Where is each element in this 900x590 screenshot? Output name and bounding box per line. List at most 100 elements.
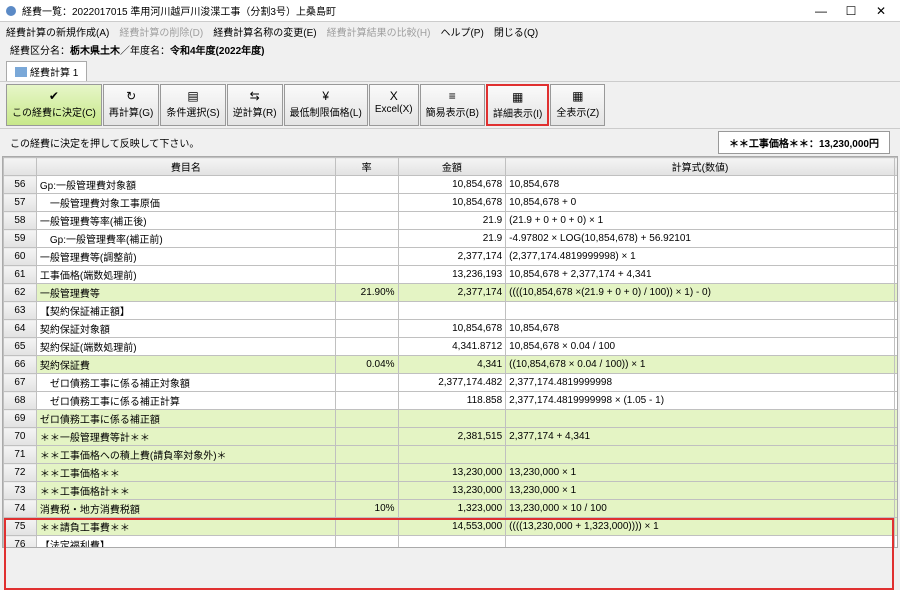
cell-formula2[interactable]: 工事原価 + 一般管理費等(調整前) + 契約保証対 xyxy=(894,266,898,284)
cell-amount[interactable]: 10,854,678 xyxy=(398,320,506,338)
cell-amount[interactable]: 2,377,174 xyxy=(398,284,506,302)
cell-name[interactable]: Gp:一般管理費率(補正前) xyxy=(36,230,335,248)
cell-formula1[interactable]: 10,854,678 + 0 xyxy=(506,194,895,212)
cell-amount[interactable]: 4,341 xyxy=(398,356,506,374)
cell-formula2[interactable]: (一般管理費等(端数処理前)) × 一般金額補正比 xyxy=(894,248,898,266)
cell-formula2[interactable]: Gp:一般管理費等対象額 xyxy=(894,320,898,338)
menu-new[interactable]: 経費計算の新規作成(A) xyxy=(6,24,109,39)
col-rate[interactable]: 率 xyxy=(335,158,398,176)
table-row[interactable]: 73＊＊工事価格計＊＊13,230,00013,230,000 × 1＊＊工事価… xyxy=(4,482,899,500)
cell-formula1[interactable] xyxy=(506,536,895,549)
cell-amount[interactable]: 21.9 xyxy=(398,212,506,230)
cell-formula2[interactable] xyxy=(894,536,898,549)
cell-name[interactable]: Gp:一般管理費対象額 xyxy=(36,176,335,194)
cell-amount[interactable]: 10,854,678 xyxy=(398,194,506,212)
table-row[interactable]: 65契約保証(端数処理前)4,341.871210,854,678 × 0.04… xyxy=(4,338,899,356)
cell-amount[interactable]: 118.858 xyxy=(398,392,506,410)
all-view-button[interactable]: ▦全表示(Z) xyxy=(550,84,605,126)
cell-amount[interactable]: 2,381,515 xyxy=(398,428,506,446)
table-row[interactable]: 69ゼロ債務工事に係る補正額1円丸め 切り捨て xyxy=(4,410,899,428)
cell-formula1[interactable]: 13,230,000 × 1 xyxy=(506,482,895,500)
menu-help[interactable]: ヘルプ(P) xyxy=(440,24,483,39)
cell-rate[interactable] xyxy=(335,410,398,428)
cell-rate[interactable] xyxy=(335,428,398,446)
cell-name[interactable]: 一般管理費対象工事原価 xyxy=(36,194,335,212)
cell-rate[interactable] xyxy=(335,266,398,284)
cell-formula2[interactable]: ((((Gp:一般管理費等対象額 × (Gp:一般管理費 xyxy=(894,284,898,302)
table-row[interactable]: 59 Gp:一般管理費率(補正前)21.9-4.97802 × LOG(10,8… xyxy=(4,230,899,248)
cell-rate[interactable]: 21.90% xyxy=(335,284,398,302)
cell-amount[interactable]: 2,377,174 xyxy=(398,248,506,266)
minprice-button[interactable]: ¥最低制限価格(L) xyxy=(284,84,368,126)
cell-formula1[interactable]: (21.9 + 0 + 0 + 0) × 1 xyxy=(506,212,895,230)
cell-amount[interactable] xyxy=(398,302,506,320)
menu-close[interactable]: 閉じる(Q) xyxy=(494,24,538,39)
detail-view-button[interactable]: ▦詳細表示(I) xyxy=(486,84,549,126)
cell-formula1[interactable]: ((10,854,678 × 0.04 / 100)) × 1 xyxy=(506,356,895,374)
cell-name[interactable]: ＊＊請負工事費＊＊ xyxy=(36,518,335,536)
col-amount[interactable]: 金額 xyxy=(398,158,506,176)
cell-formula2[interactable]: (Gp:一般管理費等率(補正前) + 前払金補正一般加 xyxy=(894,212,898,230)
cell-name[interactable]: ゼロ債務工事に係る補正額 xyxy=(36,410,335,428)
cell-formula1[interactable]: 2,377,174 + 4,341 xyxy=(506,428,895,446)
col-rownum[interactable] xyxy=(4,158,37,176)
cell-rate[interactable] xyxy=(335,230,398,248)
cell-formula1[interactable]: -4.97802 × LOG(10,854,678) + 56.92101 xyxy=(506,230,895,248)
table-row[interactable]: 74消費税・地方消費税額10%1,323,00013,230,000 × 10 … xyxy=(4,500,899,518)
cell-rate[interactable]: 10% xyxy=(335,500,398,518)
cell-formula1[interactable]: 10,854,678 × 0.04 / 100 xyxy=(506,338,895,356)
cell-rate[interactable] xyxy=(335,176,398,194)
table-row[interactable]: 72＊＊工事価格＊＊13,230,00013,230,000 × 1【丸め：１０… xyxy=(4,464,899,482)
cell-amount[interactable]: 10,854,678 xyxy=(398,176,506,194)
cell-formula2[interactable] xyxy=(894,446,898,464)
table-row[interactable]: 63【契約保証補正額】 xyxy=(4,302,899,320)
cell-formula1[interactable]: 13,230,000 × 1 xyxy=(506,464,895,482)
cell-formula2[interactable] xyxy=(894,302,898,320)
cell-rate[interactable] xyxy=(335,338,398,356)
cell-formula1[interactable]: 10,854,678 xyxy=(506,320,895,338)
table-row[interactable]: 70＊＊一般管理費等計＊＊2,381,5152,377,174 + 4,341一… xyxy=(4,428,899,446)
menu-delete[interactable]: 経費計算の削除(D) xyxy=(119,24,203,39)
table-row[interactable]: 67 ゼロ債務工事に係る補正対象額2,377,174.4822,377,174.… xyxy=(4,374,899,392)
cell-name[interactable]: 契約保証費 xyxy=(36,356,335,374)
table-row[interactable]: 61工事価格(端数処理前)13,236,19310,854,678 + 2,37… xyxy=(4,266,899,284)
menu-rename[interactable]: 経費計算名称の変更(E) xyxy=(213,24,316,39)
table-row[interactable]: 58一般管理費等率(補正後)21.9(21.9 + 0 + 0 + 0) × 1… xyxy=(4,212,899,230)
recalc-button[interactable]: ↻再計算(G) xyxy=(103,84,159,126)
cell-name[interactable]: 契約保証(端数処理前) xyxy=(36,338,335,356)
table-row[interactable]: 57 一般管理費対象工事原価10,854,67810,854,678 + 0工事… xyxy=(4,194,899,212)
cell-amount[interactable] xyxy=(398,536,506,549)
col-formula2[interactable]: 計算式(費目名) xyxy=(894,158,898,176)
cell-formula1[interactable]: ((((10,854,678 ×(21.9 + 0 + 0) / 100)) ×… xyxy=(506,284,895,302)
cell-amount[interactable]: 13,230,000 xyxy=(398,482,506,500)
cell-formula1[interactable]: 10,854,678 xyxy=(506,176,895,194)
cell-formula1[interactable] xyxy=(506,446,895,464)
condition-button[interactable]: ▤条件選択(S) xyxy=(160,84,225,126)
cell-amount[interactable]: 4,341.8712 xyxy=(398,338,506,356)
cell-formula2[interactable] xyxy=(894,410,898,428)
maximize-button[interactable]: ☐ xyxy=(836,1,866,21)
cell-rate[interactable] xyxy=(335,518,398,536)
cell-name[interactable]: 一般管理費等(調整前) xyxy=(36,248,335,266)
cell-formula2[interactable]: 一般管理費対象工事原価 xyxy=(894,176,898,194)
cell-name[interactable]: ＊＊工事価格計＊＊ xyxy=(36,482,335,500)
cell-amount[interactable]: 2,377,174.482 xyxy=(398,374,506,392)
cell-formula2[interactable]: ((契約保証対象額 ×契約保証率:計算 / 100)) xyxy=(894,356,898,374)
simple-view-button[interactable]: ≡簡易表示(B) xyxy=(420,84,485,126)
cell-name[interactable]: 【契約保証補正額】 xyxy=(36,302,335,320)
cell-name[interactable]: 工事価格(端数処理前) xyxy=(36,266,335,284)
cell-name[interactable]: 一般管理費等 xyxy=(36,284,335,302)
cell-rate[interactable] xyxy=(335,392,398,410)
table-row[interactable]: 76【法定福利費】 xyxy=(4,536,899,549)
data-grid[interactable]: 費目名 率 金額 計算式(数値) 計算式(費目名) 丸め 56Gp:一般管理費対… xyxy=(2,156,898,548)
cell-rate[interactable] xyxy=(335,302,398,320)
cell-formula2[interactable]: 工事原価 + 対象額 支給品 xyxy=(894,194,898,212)
cell-name[interactable]: ＊＊一般管理費等計＊＊ xyxy=(36,428,335,446)
cell-amount[interactable]: 14,553,000 xyxy=(398,518,506,536)
table-row[interactable]: 64契約保証対象額10,854,67810,854,678Gp:一般管理費等対象… xyxy=(4,320,899,338)
cell-formula1[interactable]: (2,377,174.4819999998) × 1 xyxy=(506,248,895,266)
cell-amount[interactable] xyxy=(398,410,506,428)
table-row[interactable]: 75＊＊請負工事費＊＊14,553,000((((13,230,000 + 1,… xyxy=(4,518,899,536)
cell-rate[interactable] xyxy=(335,464,398,482)
cell-formula2[interactable]: -4.97802 × LOG(Gp:一般管理費等対象額) + 56. xyxy=(894,230,898,248)
